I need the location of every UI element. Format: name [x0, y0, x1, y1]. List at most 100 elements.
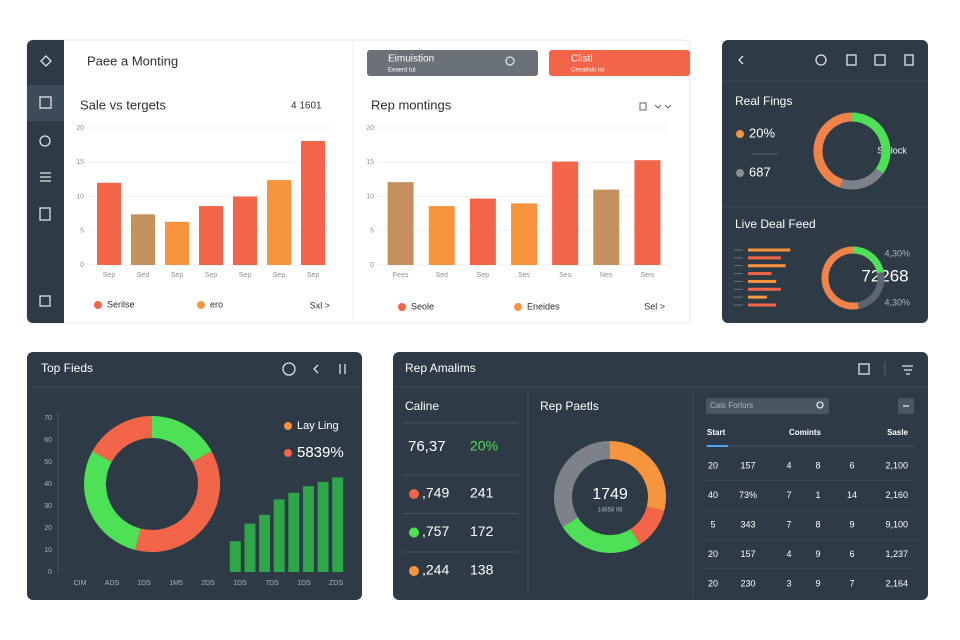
legend-label: Lay Ling: [297, 420, 339, 432]
ring-label: Sthlock: [877, 145, 907, 155]
list-value: ,757: [422, 523, 449, 539]
icon[interactable]: [738, 55, 744, 65]
legend-dot: [736, 169, 744, 177]
table-cell: 9: [815, 549, 820, 559]
table-cell: 157: [740, 549, 755, 559]
gauge-label: 4,30%: [884, 248, 910, 258]
avatar: [409, 566, 419, 576]
table-cell: 14: [847, 490, 857, 500]
icon[interactable]: [39, 207, 51, 221]
bar: [317, 481, 329, 572]
table-cell: 7: [786, 519, 791, 529]
search-placeholder: Cais Forlors: [710, 401, 753, 410]
y-tick-label: 70: [44, 415, 52, 422]
table-header: Comints: [789, 428, 822, 437]
icon[interactable]: [282, 362, 296, 376]
search-box[interactable]: [706, 398, 829, 414]
panel-title: Live Deal Feed: [735, 217, 816, 231]
legend-dot: [514, 303, 522, 311]
table-cell: 40: [708, 490, 718, 500]
bar: [748, 303, 777, 307]
y-tick-label: 60: [44, 437, 52, 444]
action-button[interactable]: [549, 50, 690, 76]
bar: [199, 206, 223, 265]
panel-title: Real Fings: [735, 94, 792, 108]
bar: [593, 189, 620, 265]
bar: [748, 264, 786, 268]
x-tick-label: Sep: [477, 272, 490, 279]
icon[interactable]: [39, 135, 51, 147]
icon[interactable]: [339, 364, 346, 374]
legend-label: Seole: [411, 301, 434, 311]
avatar: [409, 527, 419, 538]
link[interactable]: Sxl >: [310, 300, 330, 310]
icon[interactable]: [902, 365, 913, 375]
icon[interactable]: [39, 96, 52, 109]
icon[interactable]: [846, 54, 857, 66]
x-axis-label: 2DS: [201, 580, 215, 587]
dropdown[interactable]: 4 1601: [291, 101, 322, 112]
table-cell: 3: [786, 578, 791, 588]
icon[interactable]: [874, 54, 886, 66]
bar: [301, 141, 325, 265]
icon[interactable]: [39, 295, 51, 307]
table-cell: 9,100: [885, 519, 908, 529]
donut-segment: [629, 506, 665, 545]
bar: [511, 203, 537, 265]
icon[interactable]: [639, 102, 672, 111]
y-tick-label: 5: [370, 228, 374, 235]
table-cell: 343: [740, 519, 755, 529]
legend-label: 687: [749, 164, 771, 179]
link[interactable]: Sel >: [644, 301, 665, 311]
donut-segment: [151, 416, 212, 463]
gauge-value: 72268: [861, 266, 908, 285]
x-tick-label: Sed: [435, 272, 448, 279]
donut-value: 1749: [592, 486, 628, 503]
x-tick-label: Ses: [559, 272, 572, 279]
table-cell: 20: [708, 549, 718, 559]
legend-label: ero: [210, 299, 223, 309]
table-cell: 2,100: [885, 460, 908, 470]
icon[interactable]: [40, 172, 51, 182]
chart-title: Rep montings: [371, 97, 452, 112]
chart-title: Sale vs tergets: [80, 97, 166, 112]
icon[interactable]: [313, 364, 319, 374]
bar: [267, 180, 291, 265]
y-tick-label: 0: [80, 262, 84, 269]
filter-button[interactable]: [367, 50, 538, 76]
x-tick-label: Sep: [205, 272, 218, 279]
bar: [428, 206, 455, 265]
donut-segment: [840, 168, 884, 190]
icon[interactable]: [40, 55, 52, 67]
icon[interactable]: [815, 54, 827, 66]
bar: [469, 198, 496, 265]
table-cell: 2,160: [885, 490, 908, 500]
x-axis-label: 1DS: [137, 580, 151, 587]
bar: [273, 499, 285, 572]
x-axis-label: ADS: [105, 580, 120, 587]
bar: [748, 287, 781, 291]
x-axis-label: 1DS: [233, 580, 247, 587]
bar: [387, 182, 414, 265]
legend-label: 5839%: [297, 444, 344, 461]
legend-dot: [398, 303, 406, 311]
icon[interactable]: [858, 363, 870, 375]
legend-label: Eneides: [527, 301, 560, 311]
table-cell: 5: [710, 519, 715, 529]
table-cell: 20: [708, 460, 718, 470]
table-cell: 7: [786, 490, 791, 500]
donut-segment: [135, 451, 220, 552]
x-tick-label: Sep: [239, 272, 252, 279]
sidebar-active[interactable]: [27, 85, 64, 121]
y-tick-label: 15: [366, 159, 374, 166]
sales-panel: [26, 39, 691, 324]
donut-segment: [813, 112, 853, 188]
button-sub: Ceeatlalo lot: [571, 68, 605, 74]
x-axis-label: ZDS: [329, 580, 343, 587]
bar: [131, 214, 155, 265]
icon[interactable]: [904, 54, 914, 66]
donut-sub: 14858 06: [597, 508, 623, 514]
panel-title: Top Fieds: [41, 361, 93, 375]
legend-dot: [736, 130, 744, 138]
y-tick-label: 40: [44, 481, 52, 488]
